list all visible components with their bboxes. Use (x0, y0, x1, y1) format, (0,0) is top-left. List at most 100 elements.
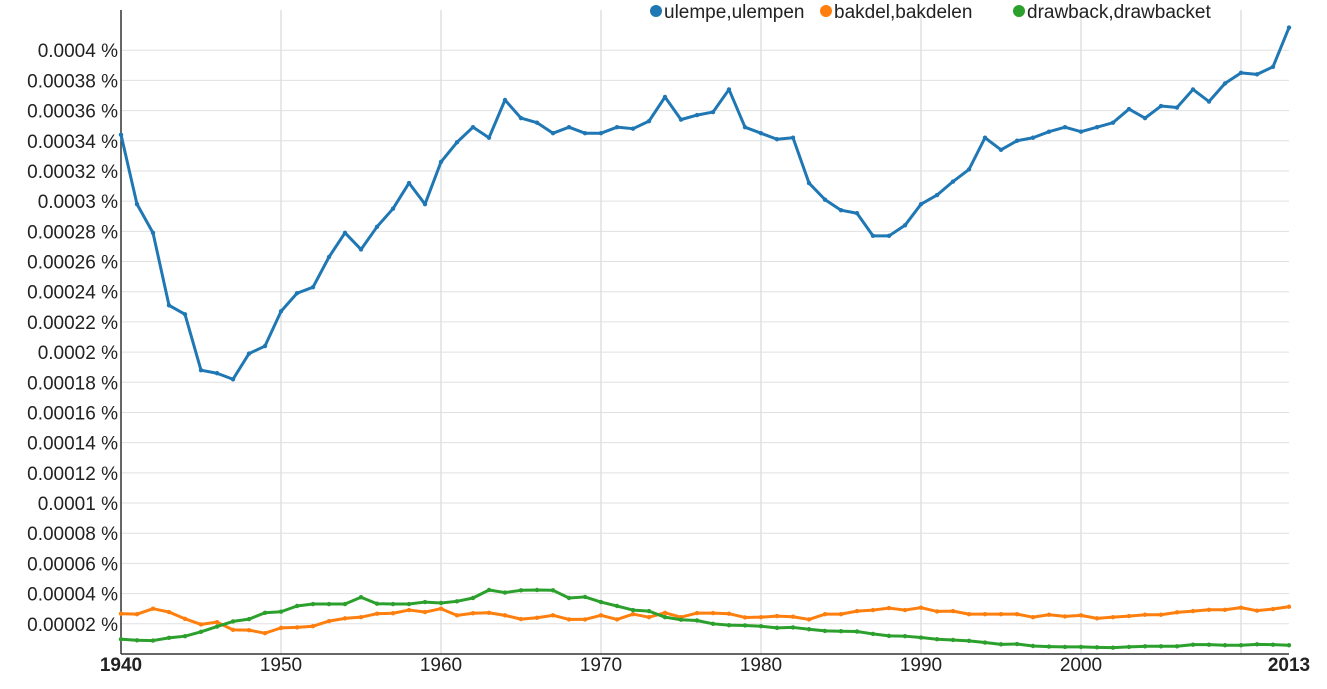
data-point (646, 118, 652, 124)
data-point (422, 599, 428, 605)
legend-item: drawback,drawbacket (1013, 2, 1211, 23)
data-point (822, 611, 828, 617)
data-point (518, 115, 524, 121)
data-point (502, 97, 508, 103)
data-point (214, 371, 220, 376)
data-point (774, 625, 780, 631)
y-tick-label: 0.0001 % (38, 494, 118, 515)
data-point (470, 595, 476, 601)
data-point (838, 611, 844, 617)
data-point (774, 137, 780, 142)
data-point (998, 147, 1004, 153)
y-tick-label: 0.00006 % (27, 554, 118, 575)
y-tick-label: 0.00012 % (27, 464, 118, 485)
data-point (390, 601, 396, 607)
x-tick-label: 1970 (580, 655, 622, 676)
data-point (262, 630, 268, 636)
y-tick-label: 0.00036 % (27, 102, 118, 123)
data-point (534, 587, 540, 593)
data-point (1270, 606, 1276, 612)
x-tick-label: 2013 (1268, 655, 1310, 676)
data-point (1206, 99, 1212, 104)
data-point (502, 590, 508, 595)
data-point (1254, 608, 1260, 613)
data-point (742, 124, 748, 130)
data-point (1238, 643, 1244, 648)
data-point (134, 201, 140, 207)
data-point (1270, 642, 1276, 647)
data-point (1222, 607, 1228, 612)
x-axis-ticks: 1940 1950 1960 1970 1980 1990 2000 2013 (100, 655, 1310, 676)
data-point (950, 179, 956, 184)
data-point (982, 135, 988, 140)
data-point (1014, 641, 1020, 647)
data-point (358, 595, 364, 600)
data-point (1206, 642, 1212, 647)
y-tick-label: 0.00038 % (27, 71, 118, 92)
data-point (310, 284, 316, 290)
series-line (120, 588, 1290, 650)
data-point (1286, 643, 1292, 648)
data-point (278, 625, 284, 631)
legend-item: bakdel,bakdelen (820, 2, 972, 23)
data-point (294, 625, 300, 630)
data-point (486, 610, 492, 615)
data-point (726, 87, 732, 92)
data-point (646, 608, 652, 614)
axes (120, 10, 1289, 655)
data-point (1110, 645, 1116, 650)
data-point (134, 638, 140, 643)
data-point (438, 600, 444, 606)
data-point (326, 601, 332, 607)
data-point (710, 109, 716, 115)
data-point (566, 595, 572, 601)
y-tick-label: 0.0004 % (38, 41, 118, 62)
data-point (1142, 612, 1148, 617)
y-tick-label: 0.00018 % (27, 373, 118, 394)
data-point (1222, 81, 1228, 86)
data-point (182, 312, 188, 317)
data-point (406, 607, 412, 613)
data-point (1046, 612, 1052, 617)
data-point (1158, 612, 1164, 617)
data-point (246, 627, 252, 633)
data-point (1062, 124, 1068, 130)
data-point (230, 627, 236, 633)
data-point (566, 617, 572, 622)
data-point (166, 635, 172, 641)
data-point (438, 159, 444, 165)
data-point (1030, 135, 1036, 140)
data-point (742, 623, 748, 628)
data-point (1238, 70, 1244, 76)
data-point (342, 230, 348, 236)
data-point (870, 607, 876, 613)
y-tick-label: 0.00028 % (27, 222, 118, 243)
data-point (966, 167, 972, 172)
data-point (1206, 607, 1212, 612)
data-point (1014, 138, 1020, 143)
data-point (1126, 106, 1132, 112)
y-tick-label: 0.00034 % (27, 132, 118, 153)
data-point (854, 608, 860, 614)
data-point (1174, 105, 1180, 110)
data-point (518, 588, 524, 593)
data-point (790, 614, 796, 619)
y-tick-label: 0.00022 % (27, 313, 118, 334)
gridlines (121, 10, 1289, 654)
data-point (198, 629, 204, 635)
data-point (1078, 613, 1084, 618)
data-point (806, 627, 812, 632)
data-point (118, 611, 124, 616)
y-tick-label: 0.00002 % (27, 615, 118, 636)
data-point (1078, 129, 1084, 134)
data-point (342, 616, 348, 621)
data-point (662, 610, 668, 615)
data-point (838, 629, 844, 634)
data-point (918, 635, 924, 640)
data-point (278, 309, 284, 314)
data-point (486, 587, 492, 593)
data-point (630, 611, 636, 617)
data-point (758, 624, 764, 629)
data-point (486, 135, 492, 140)
data-point (1142, 644, 1148, 649)
